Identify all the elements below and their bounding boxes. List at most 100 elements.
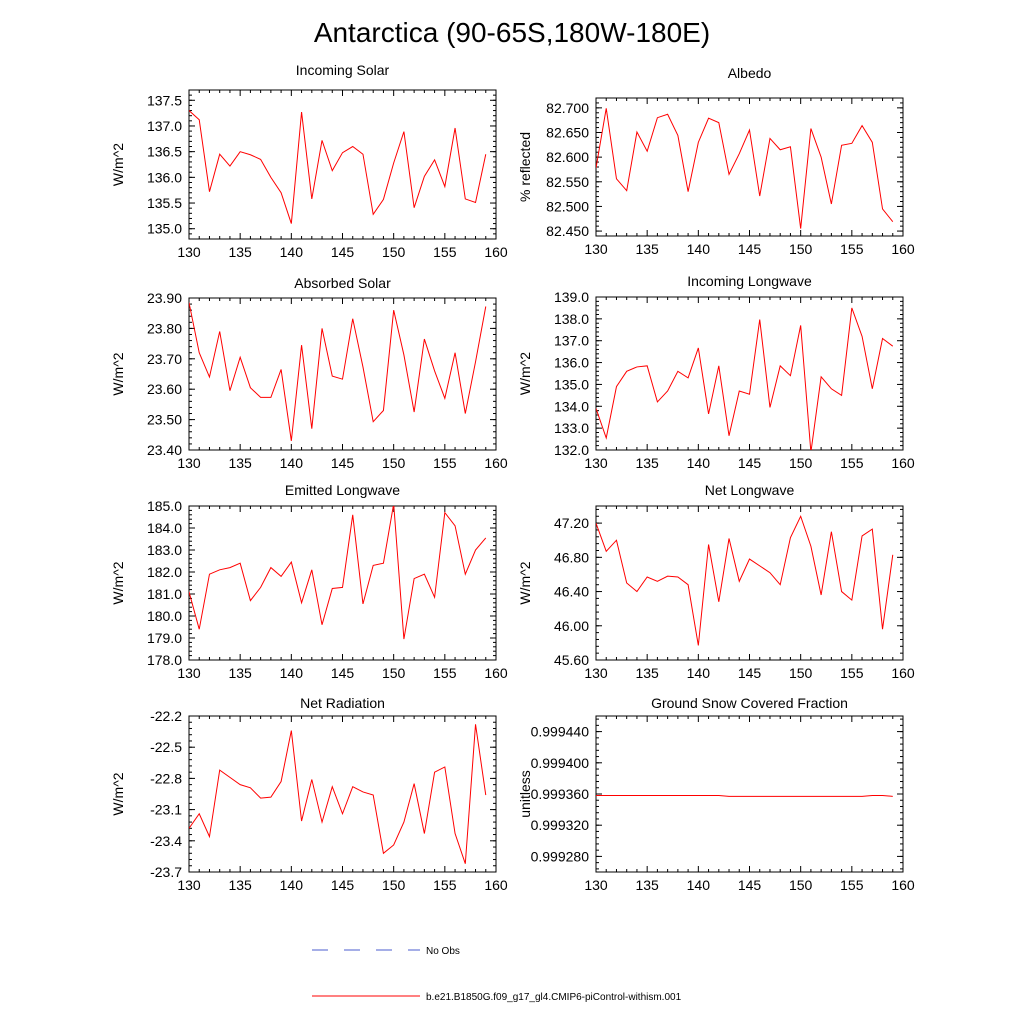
- x-tick-label: 135: [228, 877, 252, 893]
- chart-panel-2: Albedo % reflected 130 135 140 145 150 155 160 82…: [517, 65, 915, 257]
- y-tick-label: 0.999360: [531, 786, 590, 802]
- series-line-1: [189, 506, 487, 640]
- y-axis-label: W/m^2: [517, 352, 533, 395]
- y-tick-label: 46.00: [554, 618, 589, 634]
- x-tick-label: 145: [738, 455, 762, 471]
- x-tick-label: 130: [177, 244, 201, 260]
- y-tick-label: 137.0: [554, 333, 589, 349]
- x-tick-label: 130: [177, 455, 201, 471]
- x-tick-label: 160: [891, 877, 915, 893]
- chart-panel-4: Incoming Longwave W/m^2 130 135 140 145 150 155…: [517, 273, 915, 471]
- y-tick-label: 135.0: [147, 221, 182, 237]
- x-tick-label: 145: [331, 877, 355, 893]
- x-tick-label: 155: [840, 877, 864, 893]
- x-tick-label: 160: [484, 455, 508, 471]
- y-tick-label: -22.8: [150, 770, 182, 786]
- x-tick-label: 135: [228, 244, 252, 260]
- panel-title: Incoming Longwave: [687, 273, 812, 289]
- y-tick-label: 23.60: [147, 381, 182, 397]
- x-tick-label: 160: [484, 244, 508, 260]
- chart-panel-8: Ground Snow Covered Fraction unitless 130 1…: [517, 695, 915, 893]
- x-tick-label: 130: [584, 241, 608, 257]
- y-tick-label: 181.0: [147, 586, 182, 602]
- x-tick-label: 155: [433, 244, 457, 260]
- plot-frame: [188, 715, 497, 873]
- x-tick-label: 155: [433, 455, 457, 471]
- y-tick-label: 179.0: [147, 630, 182, 646]
- x-tick-label: 140: [687, 241, 711, 257]
- x-tick-label: 160: [484, 665, 508, 681]
- panel-title: Incoming Solar: [296, 62, 390, 78]
- x-tick-label: 140: [280, 877, 304, 893]
- page-title: Antarctica (90-65S,180W-180E): [314, 17, 710, 48]
- y-tick-label: 47.20: [554, 515, 589, 531]
- chart-panels: Incoming Solar W/m^2 130 135 140 145 150 155 160…: [110, 62, 915, 893]
- x-tick-label: 140: [280, 665, 304, 681]
- y-tick-label: 180.0: [147, 608, 182, 624]
- x-tick-label: 160: [484, 877, 508, 893]
- x-tick-label: 135: [228, 455, 252, 471]
- x-tick-label: 160: [891, 241, 915, 257]
- x-tick-label: 150: [382, 877, 406, 893]
- y-tick-label: 132.0: [554, 442, 589, 458]
- x-tick-label: 135: [635, 455, 659, 471]
- y-tick-label: 0.999280: [531, 848, 590, 864]
- x-tick-label: 155: [840, 455, 864, 471]
- series-line-1: [596, 514, 894, 646]
- y-tick-label: 0.999440: [531, 724, 590, 740]
- chart-panel-1: Incoming Solar W/m^2 130 135 140 145 150 155 160…: [110, 62, 508, 260]
- series-line-1: [596, 108, 894, 229]
- x-tick-label: 150: [789, 665, 813, 681]
- legend: No Obs b.e21.B1850G.f09_g17_gl4.CMIP6-pi…: [312, 946, 682, 1003]
- y-axis-label: W/m^2: [110, 561, 126, 604]
- y-tick-label: 0.999320: [531, 817, 590, 833]
- x-tick-label: 160: [891, 665, 915, 681]
- x-tick-label: 140: [280, 455, 304, 471]
- y-tick-label: 178.0: [147, 652, 182, 668]
- y-tick-label: 139.0: [554, 289, 589, 305]
- x-tick-label: 155: [433, 877, 457, 893]
- y-tick-label: 82.550: [546, 174, 589, 190]
- y-tick-label: 133.0: [554, 420, 589, 436]
- chart-panel-5: Emitted Longwave W/m^2 130 135 140 145 150 155 1…: [110, 482, 508, 681]
- y-tick-label: -23.7: [150, 864, 182, 880]
- y-tick-label: 82.450: [546, 223, 589, 239]
- chart-panel-7: Net Radiation W/m^2 130 135 140 145 150 155 160 -…: [110, 695, 508, 893]
- panel-title: Ground Snow Covered Fraction: [651, 695, 848, 711]
- y-axis-label: % reflected: [517, 132, 533, 202]
- plot-frame: [188, 89, 497, 240]
- y-tick-label: 137.0: [147, 118, 182, 134]
- x-tick-label: 135: [635, 877, 659, 893]
- panel-title: Albedo: [728, 65, 772, 81]
- x-tick-label: 145: [738, 665, 762, 681]
- series-line-1: [189, 302, 487, 441]
- y-tick-label: -22.5: [150, 739, 182, 755]
- x-tick-label: 150: [789, 241, 813, 257]
- y-tick-label: 136.0: [147, 169, 182, 185]
- x-tick-label: 155: [840, 241, 864, 257]
- y-tick-label: 82.650: [546, 125, 589, 141]
- panel-title: Emitted Longwave: [285, 482, 400, 498]
- y-axis-label: W/m^2: [110, 352, 126, 395]
- y-tick-label: -23.4: [150, 833, 182, 849]
- y-tick-label: 23.80: [147, 320, 182, 336]
- x-tick-label: 140: [687, 455, 711, 471]
- y-tick-label: 0.999400: [531, 755, 590, 771]
- y-tick-label: 135.5: [147, 195, 182, 211]
- x-tick-label: 130: [584, 665, 608, 681]
- x-tick-label: 150: [382, 244, 406, 260]
- y-tick-label: 82.700: [546, 100, 589, 116]
- x-tick-label: 130: [584, 455, 608, 471]
- x-tick-label: 130: [177, 665, 201, 681]
- plot-frame: [595, 715, 904, 873]
- x-tick-label: 145: [331, 455, 355, 471]
- y-tick-label: 82.500: [546, 198, 589, 214]
- x-tick-label: 130: [177, 877, 201, 893]
- y-tick-label: 183.0: [147, 542, 182, 558]
- x-tick-label: 150: [789, 455, 813, 471]
- x-tick-label: 145: [331, 244, 355, 260]
- y-tick-label: -22.2: [150, 708, 182, 724]
- x-tick-label: 145: [738, 877, 762, 893]
- series-line-1: [596, 307, 894, 450]
